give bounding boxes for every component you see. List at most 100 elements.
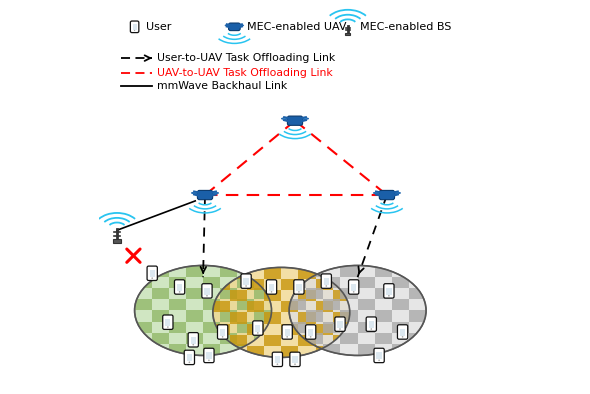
Bar [358, 344, 375, 355]
Circle shape [353, 291, 355, 293]
FancyBboxPatch shape [253, 321, 263, 335]
Bar [281, 301, 299, 312]
Bar [230, 335, 247, 346]
FancyBboxPatch shape [374, 348, 384, 362]
Bar [220, 333, 237, 344]
Bar [333, 268, 350, 279]
Bar [220, 329, 225, 336]
Bar [213, 323, 230, 335]
Bar [186, 310, 203, 322]
Bar [409, 266, 426, 277]
Bar [289, 322, 306, 333]
Bar [135, 299, 152, 310]
Bar [191, 336, 196, 344]
FancyBboxPatch shape [384, 284, 394, 298]
Bar [299, 290, 316, 301]
FancyBboxPatch shape [335, 317, 345, 331]
FancyBboxPatch shape [267, 280, 277, 294]
Bar [186, 333, 203, 344]
Circle shape [326, 285, 327, 287]
Bar [306, 266, 323, 277]
Ellipse shape [135, 266, 271, 355]
FancyBboxPatch shape [379, 190, 395, 200]
Bar [220, 310, 237, 322]
Bar [340, 310, 358, 322]
Circle shape [286, 336, 288, 338]
Bar [213, 279, 230, 290]
Bar [186, 266, 203, 277]
Bar [358, 322, 375, 333]
FancyBboxPatch shape [306, 325, 316, 339]
Bar [204, 288, 209, 295]
Bar [299, 335, 316, 346]
Bar [333, 335, 350, 346]
Ellipse shape [289, 266, 426, 355]
FancyBboxPatch shape [228, 23, 240, 31]
Ellipse shape [225, 25, 229, 26]
Bar [254, 288, 271, 299]
Circle shape [208, 359, 210, 361]
FancyBboxPatch shape [202, 284, 212, 298]
Bar [247, 346, 264, 357]
Bar [392, 277, 409, 288]
Circle shape [271, 291, 273, 293]
Bar [177, 284, 182, 291]
Bar [376, 352, 382, 359]
Bar [289, 299, 306, 310]
Ellipse shape [213, 268, 350, 357]
Text: UAV-to-UAV Task Offloading Link: UAV-to-UAV Task Offloading Link [157, 68, 333, 78]
Bar [340, 266, 358, 277]
Bar [237, 344, 254, 355]
Bar [284, 329, 290, 336]
Bar [186, 288, 203, 299]
Ellipse shape [192, 192, 197, 193]
Circle shape [388, 295, 390, 297]
Bar [247, 323, 264, 335]
Ellipse shape [303, 118, 309, 119]
Bar [409, 288, 426, 299]
Bar [254, 266, 271, 277]
FancyBboxPatch shape [290, 352, 300, 366]
Text: mmWave Backhaul Link: mmWave Backhaul Link [157, 81, 287, 91]
Bar [247, 301, 264, 312]
Bar [409, 333, 426, 344]
Bar [264, 335, 281, 346]
Bar [281, 323, 299, 335]
Bar [323, 322, 340, 333]
Ellipse shape [213, 268, 350, 357]
FancyBboxPatch shape [218, 325, 228, 339]
Bar [345, 33, 350, 35]
Bar [340, 288, 358, 299]
Bar [254, 310, 271, 322]
Bar [358, 277, 375, 288]
Bar [340, 333, 358, 344]
Bar [264, 268, 281, 279]
Bar [316, 346, 333, 357]
Bar [152, 310, 169, 322]
Ellipse shape [213, 192, 218, 193]
FancyBboxPatch shape [287, 116, 303, 125]
Bar [220, 288, 237, 299]
Bar [333, 290, 350, 301]
Bar [237, 299, 254, 310]
FancyBboxPatch shape [147, 266, 158, 281]
Bar [264, 290, 281, 301]
Bar [169, 344, 186, 355]
Ellipse shape [289, 266, 426, 355]
Bar [275, 356, 280, 363]
Bar [237, 277, 254, 288]
FancyBboxPatch shape [272, 352, 283, 366]
Circle shape [134, 30, 135, 31]
Bar [169, 322, 186, 333]
Ellipse shape [135, 266, 271, 355]
Ellipse shape [395, 192, 401, 193]
FancyBboxPatch shape [398, 325, 408, 339]
Bar [230, 312, 247, 323]
Bar [165, 319, 171, 326]
FancyBboxPatch shape [163, 315, 173, 329]
Circle shape [371, 328, 372, 330]
Bar [351, 284, 356, 291]
Bar [187, 354, 192, 361]
Circle shape [179, 291, 181, 293]
Bar [230, 290, 247, 301]
